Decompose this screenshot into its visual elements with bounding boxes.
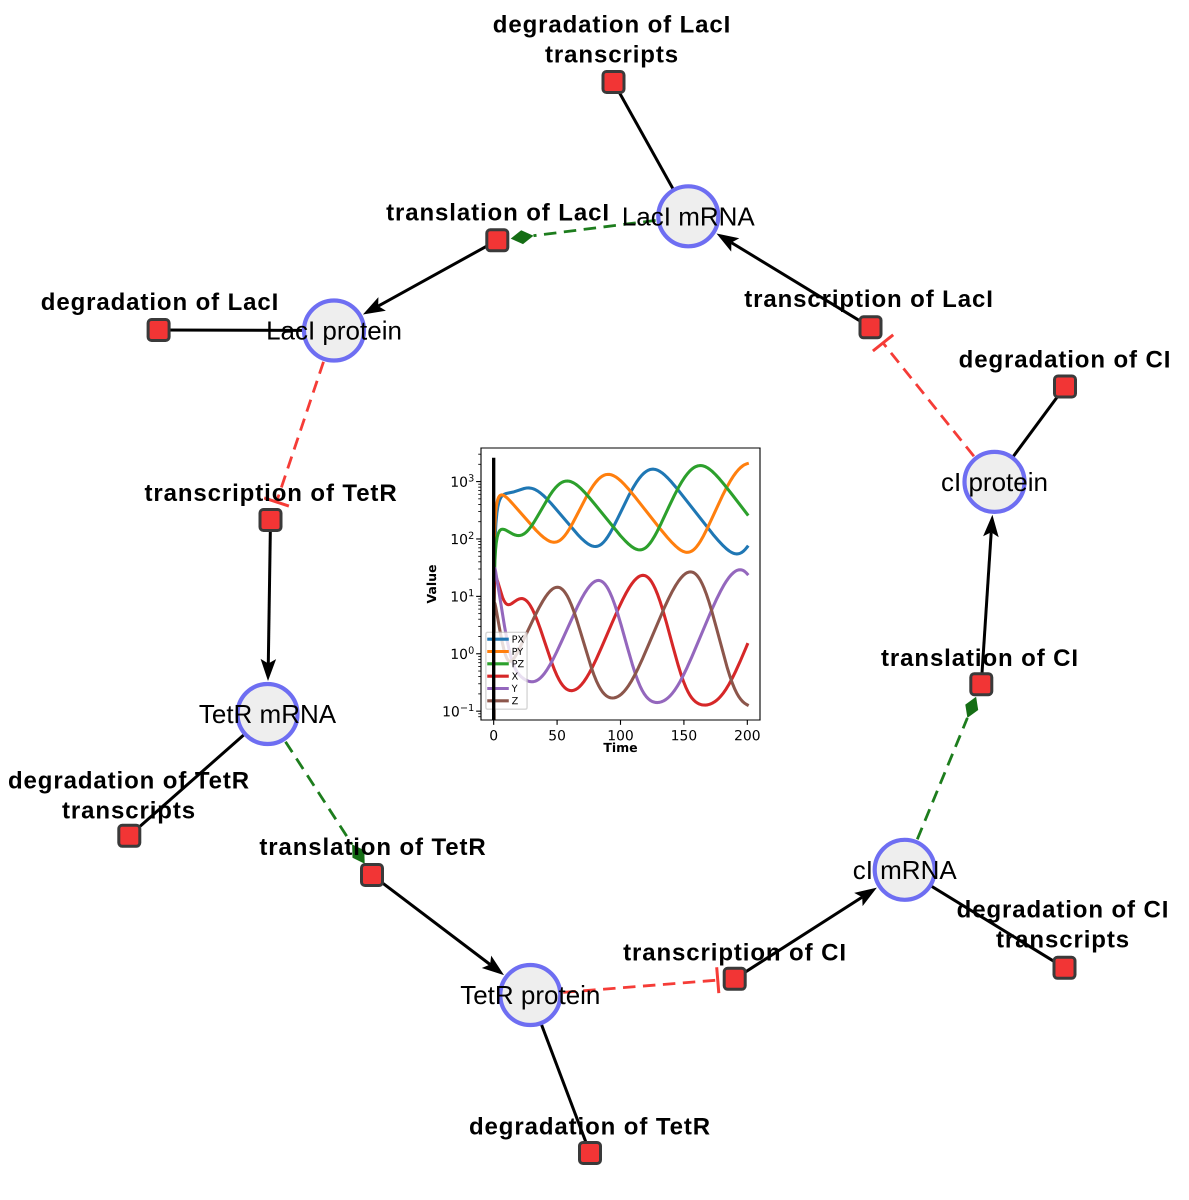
- svg-text:translation of TetR: translation of TetR: [259, 834, 486, 861]
- svg-text:transcripts: transcripts: [545, 42, 679, 69]
- svg-text:degradation of CI: degradation of CI: [957, 897, 1170, 924]
- svg-text:degradation of CI: degradation of CI: [959, 347, 1172, 374]
- svg-text:cI protein: cI protein: [941, 467, 1048, 497]
- svg-text:degradation of TetR: degradation of TetR: [469, 1114, 711, 1141]
- svg-text:cI mRNA: cI mRNA: [853, 855, 958, 885]
- svg-text:transcripts: transcripts: [996, 927, 1130, 954]
- svg-text:TetR protein: TetR protein: [460, 980, 600, 1010]
- svg-text:degradation of LacI: degradation of LacI: [493, 12, 731, 39]
- svg-text:degradation of LacI: degradation of LacI: [41, 289, 279, 316]
- svg-text:LacI protein: LacI protein: [266, 316, 402, 346]
- svg-text:translation of CI: translation of CI: [881, 645, 1079, 672]
- svg-text:transcription of TetR: transcription of TetR: [144, 480, 397, 507]
- svg-text:TetR mRNA: TetR mRNA: [199, 699, 337, 729]
- svg-text:degradation of TetR: degradation of TetR: [8, 768, 250, 795]
- svg-text:transcription of CI: transcription of CI: [623, 940, 847, 967]
- svg-text:transcripts: transcripts: [62, 798, 196, 825]
- svg-text:translation of LacI: translation of LacI: [386, 200, 610, 227]
- svg-text:LacI mRNA: LacI mRNA: [622, 201, 756, 231]
- svg-text:transcription of LacI: transcription of LacI: [744, 286, 994, 313]
